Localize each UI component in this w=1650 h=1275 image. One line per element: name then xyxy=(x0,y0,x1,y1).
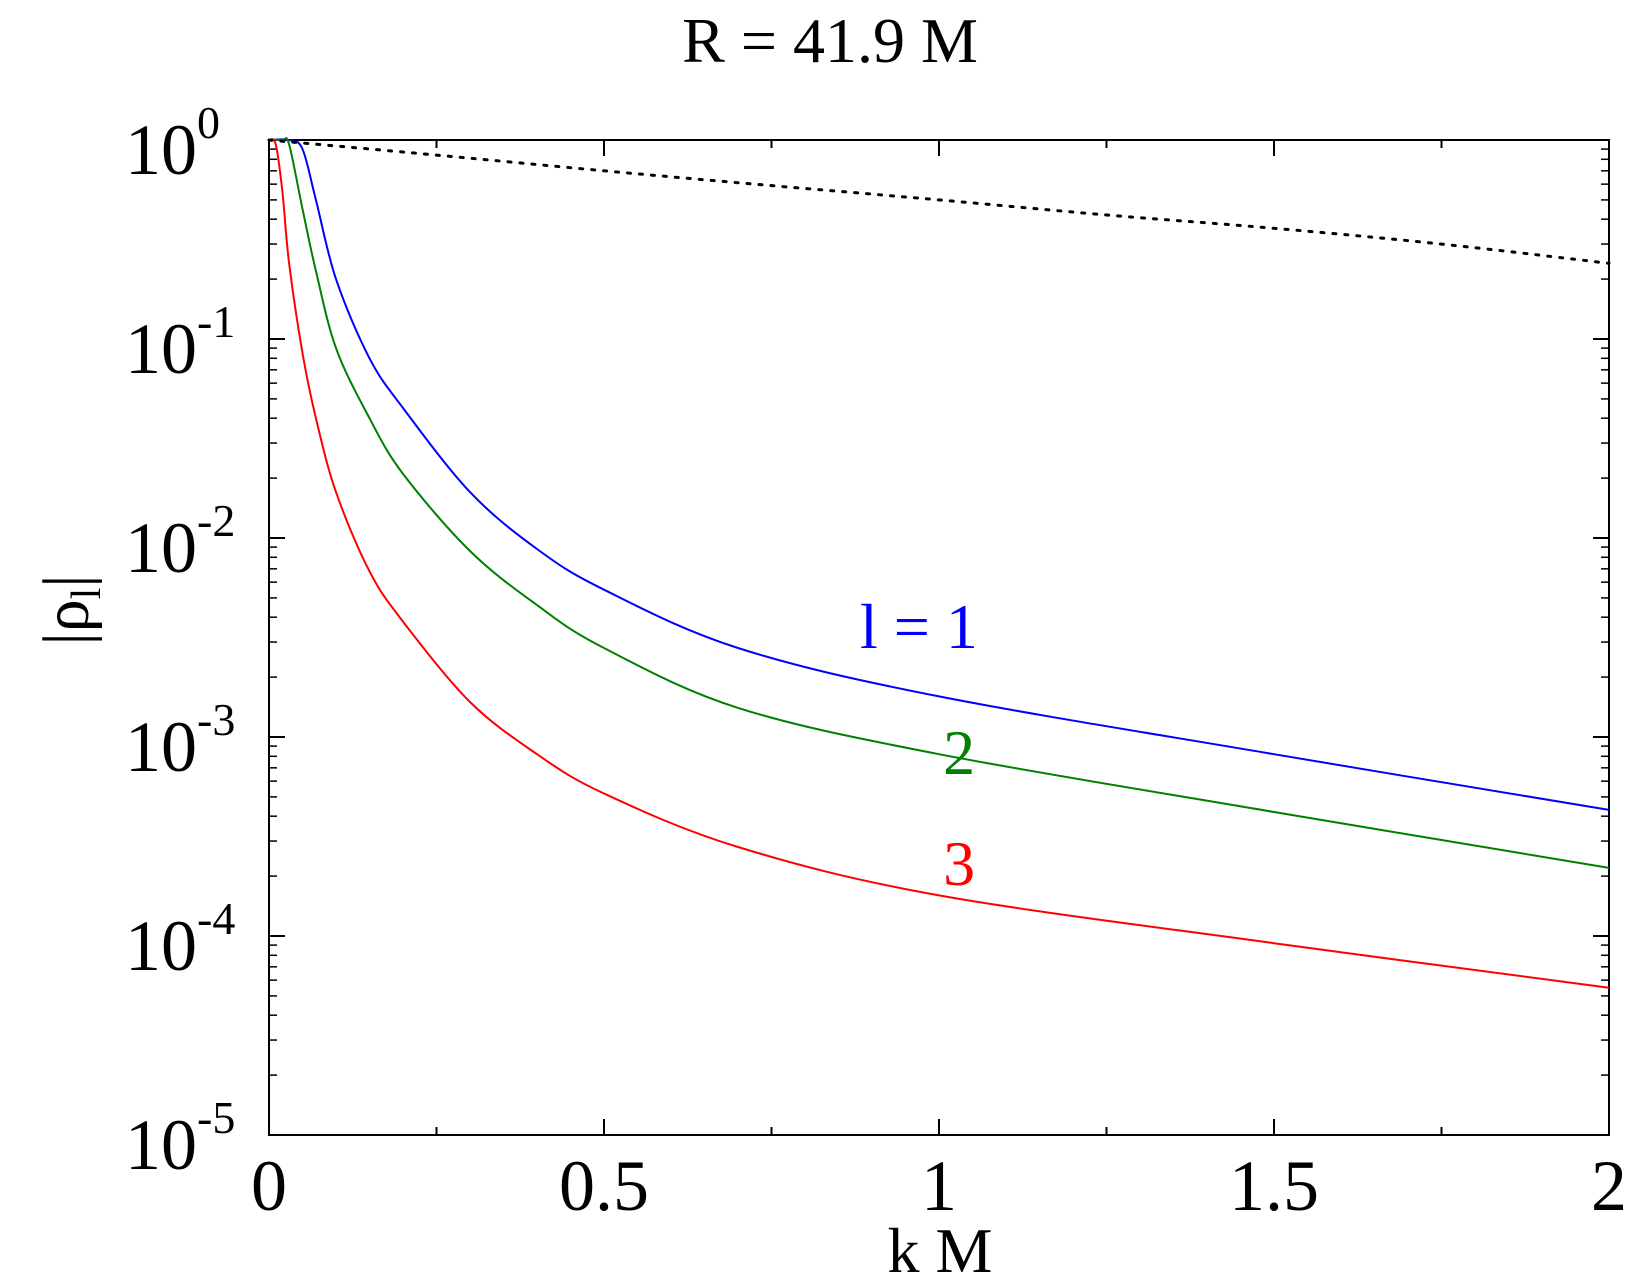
y-tick-base: 10 xyxy=(125,110,197,190)
annotations: l = 1 2 3 xyxy=(860,591,978,899)
y-tick-label: 10-3 xyxy=(125,694,235,787)
y-axis-label-close: | xyxy=(30,574,103,587)
y-tick-label: 100 xyxy=(125,97,220,190)
series-line-1 xyxy=(268,137,1610,869)
x-tick-label: 1 xyxy=(921,1146,957,1226)
x-tick-label: 0.5 xyxy=(559,1146,649,1226)
x-axis-label: k M xyxy=(888,1215,993,1275)
series-line-3 xyxy=(267,138,1611,265)
minor-ticks xyxy=(269,140,1609,1135)
svg-text:|ρl|: |ρl| xyxy=(30,574,110,645)
y-tick-exp: 0 xyxy=(197,97,220,148)
x-tick-label: 0 xyxy=(251,1146,287,1226)
y-tick-exp: -1 xyxy=(197,296,235,347)
x-tick-labels: 0 0.5 1 1.5 2 xyxy=(251,1146,1627,1226)
series-lines xyxy=(267,137,1611,989)
y-tick-base: 10 xyxy=(125,906,197,986)
series-annotation-1: 2 xyxy=(943,717,975,788)
y-axis-label-main: |ρ xyxy=(30,599,103,645)
y-tick-base: 10 xyxy=(125,508,197,588)
series-line-0 xyxy=(268,138,1610,811)
x-tick-label: 1.5 xyxy=(1229,1146,1319,1226)
y-tick-label: 10-4 xyxy=(125,893,235,986)
y-tick-exp: -2 xyxy=(197,495,235,546)
y-axis-label-sub: l xyxy=(64,588,110,600)
y-tick-exp: -4 xyxy=(197,893,235,944)
y-tick-base: 10 xyxy=(125,707,197,787)
y-tick-base: 10 xyxy=(125,309,197,389)
series-line-2 xyxy=(268,138,1610,989)
series-annotation-2: 3 xyxy=(943,828,975,899)
y-tick-label: 10-5 xyxy=(125,1092,235,1185)
series-annotation-0: l = 1 xyxy=(860,591,978,662)
y-axis-label: |ρl| xyxy=(30,574,110,645)
chart-title: R = 41.9 M xyxy=(682,5,978,76)
x-tick-label: 2 xyxy=(1591,1146,1627,1226)
y-tick-label: 10-1 xyxy=(125,296,235,389)
y-tick-exp: -3 xyxy=(197,694,235,745)
y-tick-label: 10-2 xyxy=(125,495,235,588)
y-tick-exp: -5 xyxy=(197,1092,235,1143)
y-tick-base: 10 xyxy=(125,1105,197,1185)
